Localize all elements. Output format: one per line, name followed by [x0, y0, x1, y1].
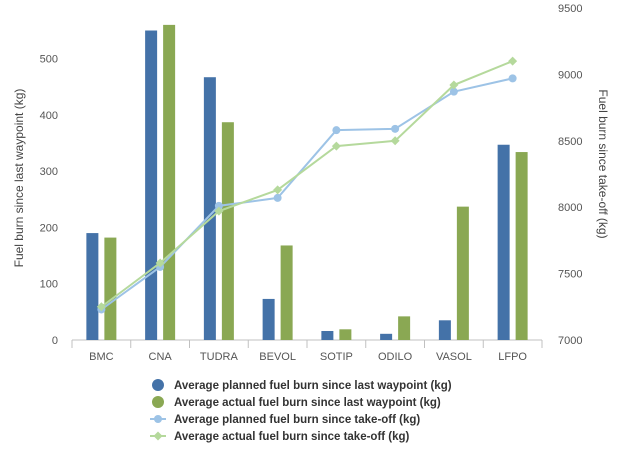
line-point	[332, 126, 341, 135]
legend-swatch	[152, 396, 164, 408]
bar	[262, 298, 275, 340]
line-point	[273, 193, 282, 202]
bar	[339, 329, 352, 340]
axes: BMC CNA TUDRA BEVOL SOTIP ODILO VASOL LFPO 0 100 2…	[12, 3, 610, 363]
y-left-tick-label: 300	[40, 166, 58, 178]
bar	[86, 233, 99, 340]
x-tick-label: ODILO	[378, 351, 413, 363]
legend-label: Average planned fuel burn since take-off…	[174, 414, 420, 426]
y-right-tick-label: 8500	[558, 136, 582, 148]
legend-swatch	[152, 379, 164, 391]
y-right-tick-label: 8000	[558, 202, 582, 214]
legend-label: Average actual fuel burn since last wayp…	[174, 397, 441, 409]
line-point	[449, 80, 459, 90]
y-right-axis-title: Fuel burn since take-off (kg)	[596, 89, 610, 238]
x-tick-label: LFPO	[498, 351, 527, 363]
y-left-tick-label: 100	[40, 279, 58, 291]
line-point	[391, 124, 400, 133]
series-line	[100, 77, 513, 311]
x-tick-label: BMC	[89, 351, 114, 363]
x-tick-label: VASOL	[436, 351, 472, 363]
y-left-tick-label: 500	[40, 54, 58, 66]
bar	[456, 206, 469, 340]
legend: Average planned fuel burn since last way…	[150, 379, 452, 443]
line-point	[508, 74, 517, 83]
legend-label: Average planned fuel burn since last way…	[174, 380, 452, 392]
line-point	[273, 185, 283, 195]
y-right-tick-label: 7000	[558, 335, 582, 347]
y-left-tick-label: 0	[52, 335, 58, 347]
line-point	[331, 141, 341, 151]
legend-swatch-marker	[153, 431, 163, 441]
series-line	[100, 60, 514, 308]
bar	[221, 122, 234, 341]
bar	[163, 24, 176, 341]
x-tick-label: SOTIP	[320, 351, 353, 363]
legend-swatch-marker	[154, 415, 162, 423]
bar	[515, 152, 528, 340]
bar	[203, 77, 216, 340]
bar	[321, 330, 334, 340]
y-left-axis-title: Fuel burn since last waypoint (kg)	[12, 89, 26, 268]
line-point	[214, 206, 224, 216]
line-point	[155, 258, 165, 268]
x-tick-label: BEVOL	[259, 351, 296, 363]
line-point	[449, 87, 458, 96]
y-left-tick-label: 400	[40, 110, 58, 122]
bar	[104, 237, 117, 340]
y-right-tick-label: 7500	[558, 269, 582, 281]
bar	[380, 333, 393, 340]
bar	[497, 144, 510, 340]
line-point	[96, 302, 106, 312]
bar	[280, 245, 293, 340]
bar	[145, 30, 158, 340]
y-right-tick-label: 9500	[558, 3, 582, 15]
x-tick-label: TUDRA	[200, 351, 239, 363]
x-tick-label: CNA	[149, 351, 173, 363]
bar	[438, 320, 451, 340]
y-right-tick-label: 9000	[558, 69, 582, 81]
y-left-tick-label: 200	[40, 222, 58, 234]
line-point	[508, 56, 518, 66]
line-series-group	[96, 56, 518, 314]
bar-series-group	[86, 24, 528, 341]
line-point	[390, 136, 400, 146]
bar	[398, 316, 411, 340]
line-point	[214, 201, 223, 210]
legend-label: Average actual fuel burn since take-off …	[174, 431, 410, 443]
